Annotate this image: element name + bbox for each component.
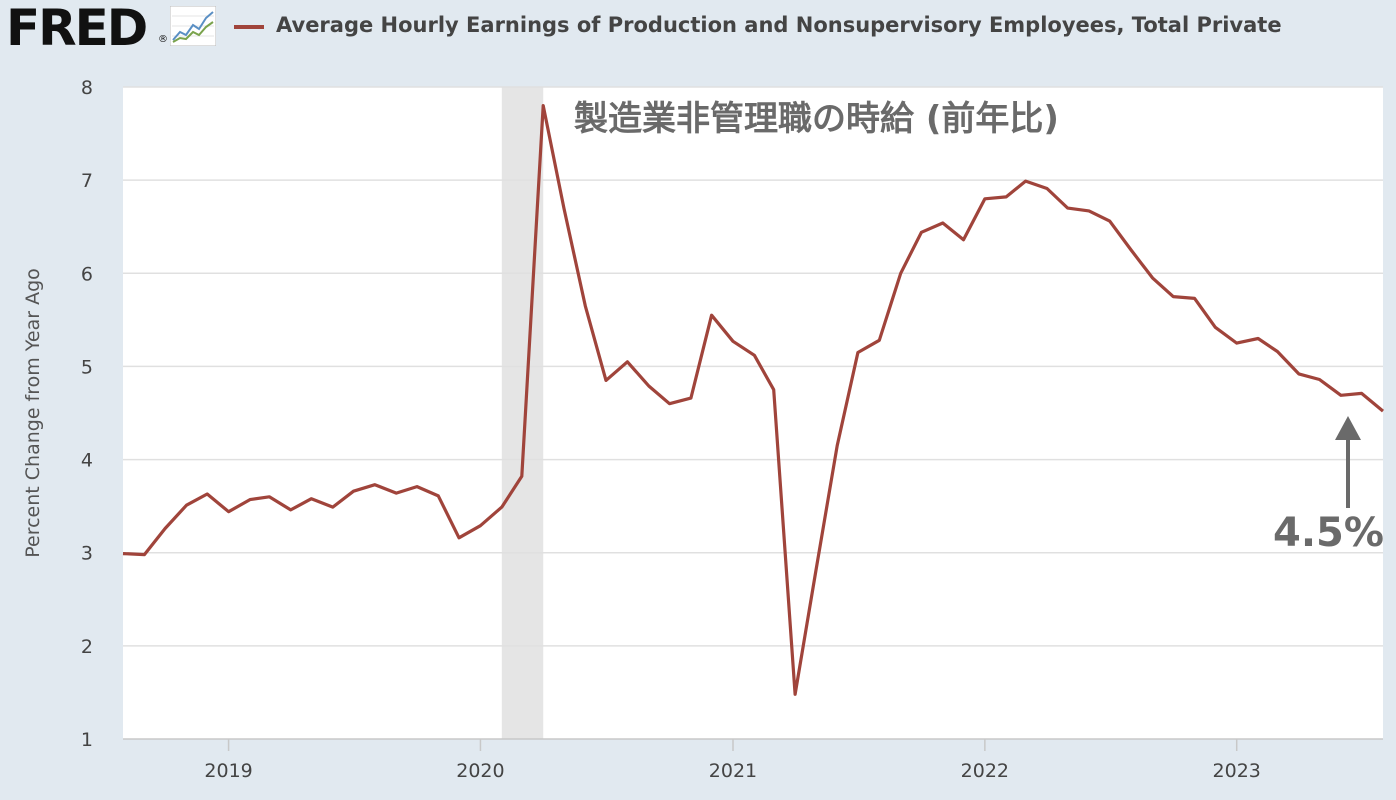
y-tick-label: 5 [81,356,93,378]
data-point[interactable] [266,494,272,500]
legend-swatch [234,25,264,29]
fred-logo[interactable]: FRED [6,0,148,57]
data-point[interactable] [1274,349,1280,355]
data-point[interactable] [499,504,505,510]
data-point[interactable] [1044,186,1050,192]
recession-band [501,87,544,739]
y-axis-label: Percent Change from Year Ago [22,268,44,558]
x-tick-label: 2019 [204,760,252,782]
data-point[interactable] [730,338,736,344]
data-point[interactable] [1296,371,1302,377]
data-point[interactable] [141,552,147,558]
data-point[interactable] [771,387,777,393]
data-point[interactable] [540,103,546,109]
legend-series-title[interactable]: Average Hourly Earnings of Production an… [276,13,1282,37]
data-point[interactable] [477,523,483,529]
data-point[interactable] [646,383,652,389]
x-tick-label: 2020 [456,760,504,782]
data-point[interactable] [709,312,715,318]
data-point[interactable] [603,377,609,383]
data-point[interactable] [1150,275,1156,281]
data-point[interactable] [1359,390,1365,396]
data-point[interactable] [393,490,399,496]
y-tick-label: 3 [81,543,93,565]
y-axis-ticks: 1 2 3 4 5 6 7 8 [81,77,93,751]
data-point[interactable] [918,229,924,235]
data-point[interactable] [1003,194,1009,200]
data-point[interactable] [226,509,232,515]
data-point[interactable] [351,488,357,494]
plot-area [123,87,1383,739]
data-point[interactable] [184,502,190,508]
data-point[interactable] [876,337,882,343]
up-arrow-icon [1335,416,1361,508]
data-point[interactable] [162,526,168,532]
data-point[interactable] [1023,178,1029,184]
grid-lines [123,86,1383,647]
data-point[interactable] [519,473,525,479]
data-point[interactable] [898,270,904,276]
fred-registered-mark: ® [158,34,168,45]
data-point[interactable] [1192,295,1198,301]
data-point[interactable] [1234,340,1240,346]
x-tick-label: 2022 [961,760,1009,782]
x-axis-ticks: 2019 2020 2021 2022 2023 [123,738,1383,782]
data-point[interactable] [1086,208,1092,214]
y-tick-label: 1 [81,729,93,751]
data-point[interactable] [330,504,336,510]
data-point[interactable] [1128,247,1134,253]
data-point[interactable] [624,359,630,365]
x-tick-label: 2023 [1213,760,1261,782]
annotation-value: 4.5% [1273,510,1384,556]
data-point[interactable] [813,568,819,574]
y-tick-label: 6 [81,263,93,285]
data-point[interactable] [204,491,210,497]
data-point[interactable] [792,691,798,697]
y-tick-label: 8 [81,77,93,99]
data-point[interactable] [940,220,946,226]
data-point[interactable] [667,401,673,407]
x-tick-label: 2021 [709,760,757,782]
data-point[interactable] [1107,218,1113,224]
data-point[interactable] [1317,377,1323,383]
line-chart-icon [170,6,216,46]
data-point[interactable] [561,205,567,211]
data-point[interactable] [834,443,840,449]
data-point[interactable] [1255,336,1261,342]
data-point[interactable] [751,352,757,358]
data-point[interactable] [435,493,441,499]
annotation-title: 製造業非管理職の時給 (前年比) [574,99,1059,139]
data-point[interactable] [288,507,294,513]
data-point[interactable] [120,551,126,557]
series-line[interactable] [122,103,1385,696]
data-point[interactable] [961,237,967,243]
data-point[interactable] [308,496,314,502]
data-point[interactable] [1380,408,1386,414]
data-point[interactable] [1338,392,1344,398]
arrow-head [1335,416,1361,440]
data-point[interactable] [582,303,588,309]
y-tick-label: 7 [81,170,93,192]
y-tick-label: 2 [81,636,93,658]
data-point[interactable] [1065,205,1071,211]
data-point[interactable] [1212,324,1218,330]
data-point[interactable] [1170,294,1176,300]
data-point[interactable] [855,350,861,356]
data-point[interactable] [456,535,462,541]
data-point[interactable] [372,482,378,488]
data-point[interactable] [247,497,253,503]
y-tick-label: 4 [81,450,93,472]
chart-header: FRED ® Average Hourly Earnings of Produc… [0,0,1396,60]
data-point[interactable] [982,196,988,202]
data-point[interactable] [688,395,694,401]
data-point[interactable] [414,484,420,490]
